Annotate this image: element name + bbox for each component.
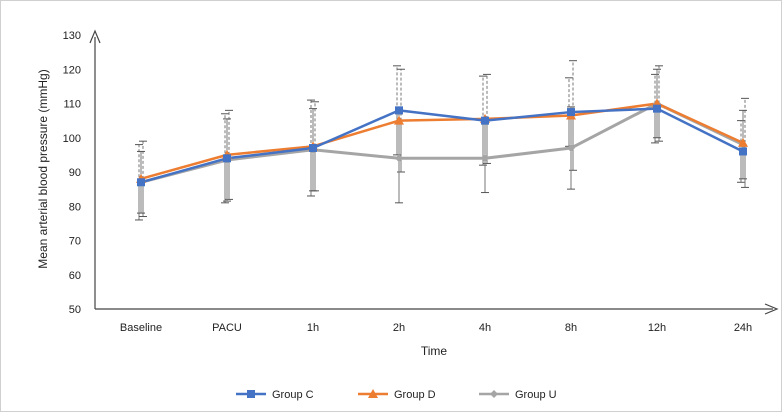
x-tick-label: 12h <box>648 322 666 334</box>
error-bars <box>135 60 749 221</box>
x-tick-label: 2h <box>393 322 405 334</box>
y-tick-label: 120 <box>63 64 81 76</box>
x-tick-label: PACU <box>212 322 242 334</box>
y-tick-label: 80 <box>69 201 81 213</box>
group-c-legend-marker <box>247 390 255 398</box>
group-d-legend-marker <box>368 389 378 398</box>
y-axis-label: Mean arterial blood pressure (mmHg) <box>36 69 50 268</box>
x-axis-ticks: Baseline PACU 1h 2h 4h 8h 12h 24h <box>120 322 752 334</box>
series-markers <box>136 98 748 187</box>
axes <box>89 29 779 315</box>
group-c-point <box>137 178 145 187</box>
group-d-point <box>738 137 748 147</box>
x-tick-label: Baseline <box>120 322 162 334</box>
y-tick-label: 70 <box>69 236 81 248</box>
y-axis-ticks: 50 60 70 80 90 100 110 120 130 <box>63 30 81 316</box>
group-u-point <box>395 154 403 163</box>
x-tick-label: 24h <box>734 322 752 334</box>
group-d-point <box>394 115 404 125</box>
y-tick-label: 100 <box>63 133 81 145</box>
group-c-point <box>653 104 661 113</box>
group-c-point <box>395 106 403 115</box>
group-u-point <box>481 154 489 163</box>
group-c-line <box>140 107 744 184</box>
group-c-point <box>309 144 317 153</box>
group-c-point <box>481 116 489 125</box>
x-axis-label: Time <box>421 344 448 358</box>
x-tick-label: 8h <box>565 322 577 334</box>
series-lines <box>140 102 744 184</box>
group-u-legend-marker <box>490 390 498 398</box>
y-tick-label: 90 <box>69 167 81 179</box>
group-c-point <box>223 154 231 163</box>
x-tick-label: 1h <box>307 322 319 334</box>
y-tick-label: 50 <box>69 304 81 316</box>
y-tick-label: 60 <box>69 270 81 282</box>
group-c-legend-label: Group C <box>272 389 314 401</box>
legend: Group C Group D Group U <box>236 389 557 401</box>
group-u-point <box>567 144 575 153</box>
x-axis-arrow <box>764 303 779 315</box>
y-tick-label: 130 <box>63 30 81 42</box>
group-c-point <box>739 147 747 156</box>
y-tick-label: 110 <box>63 99 81 111</box>
x-tick-label: 4h <box>479 322 491 334</box>
y-axis-arrow <box>89 29 101 44</box>
group-u-line <box>140 102 744 184</box>
group-d-line <box>140 102 744 181</box>
group-c-point <box>567 108 575 117</box>
group-d-legend-label: Group D <box>394 389 436 401</box>
group-u-legend-label: Group U <box>515 389 557 401</box>
